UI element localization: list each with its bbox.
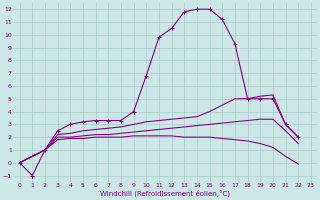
X-axis label: Windchill (Refroidissement éolien,°C): Windchill (Refroidissement éolien,°C) [100,190,230,197]
